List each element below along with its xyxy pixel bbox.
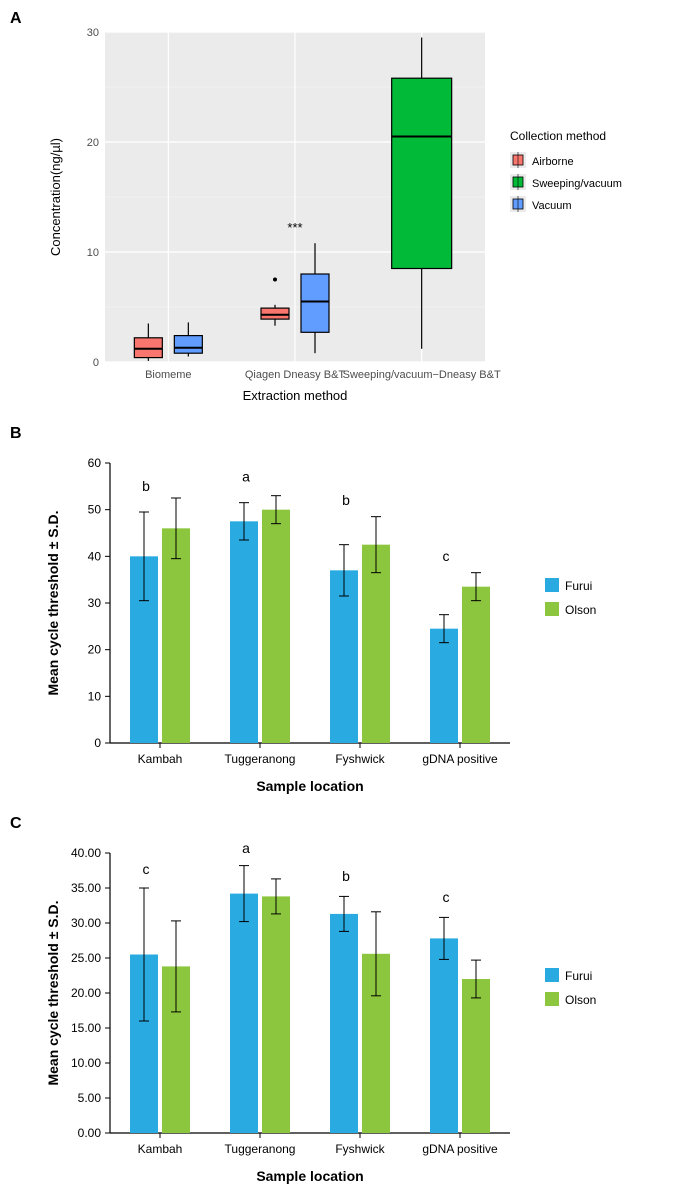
svg-text:20: 20 <box>88 643 102 657</box>
svg-text:gDNA positive: gDNA positive <box>422 1142 498 1156</box>
svg-text:30.00: 30.00 <box>71 916 101 930</box>
panel-a-label: A <box>10 10 22 28</box>
svg-text:***: *** <box>414 20 429 26</box>
svg-text:20: 20 <box>87 137 99 149</box>
svg-text:Furui: Furui <box>565 969 592 983</box>
svg-text:10: 10 <box>88 689 102 703</box>
svg-text:c: c <box>443 548 450 564</box>
panel-c-chart: 0.00 5.00 10.00 15.00 20.00 25.00 30.00 35.00 40… <box>35 835 675 1195</box>
svg-text:b: b <box>342 492 350 508</box>
svg-text:Sweeping/vacuum−Dneasy B&T: Sweeping/vacuum−Dneasy B&T <box>343 369 501 381</box>
svg-text:c: c <box>443 889 450 905</box>
svg-text:Extraction method: Extraction method <box>243 388 348 403</box>
svg-text:40: 40 <box>88 549 102 563</box>
svg-text:15.00: 15.00 <box>71 1021 101 1035</box>
svg-text:5.00: 5.00 <box>78 1091 102 1105</box>
svg-text:20.00: 20.00 <box>71 986 101 1000</box>
panel-b-chart: 0 10 20 30 40 50 60 Kambah Tuggeranong Fyshwick gD… <box>35 445 675 805</box>
figure-root: A 0102030BiomemeQiagen Dneasy B&TSweepin… <box>0 0 683 1203</box>
svg-text:b: b <box>142 478 150 494</box>
svg-text:50: 50 <box>88 503 102 517</box>
svg-text:Olson: Olson <box>565 993 596 1007</box>
svg-text:Concentration(ng/µl): Concentration(ng/µl) <box>48 138 63 256</box>
svg-text:c: c <box>143 861 150 877</box>
svg-text:Sweeping/vacuum: Sweeping/vacuum <box>532 178 622 190</box>
svg-text:30: 30 <box>88 596 102 610</box>
svg-text:60: 60 <box>88 456 102 470</box>
svg-text:Vacuum: Vacuum <box>532 200 572 212</box>
svg-text:Qiagen Dneasy B&T: Qiagen Dneasy B&T <box>245 369 346 381</box>
svg-text:10: 10 <box>87 247 99 259</box>
svg-text:a: a <box>242 469 250 485</box>
svg-text:Tuggeranong: Tuggeranong <box>225 752 296 766</box>
svg-text:Collection method: Collection method <box>510 129 606 143</box>
svg-text:0.00: 0.00 <box>78 1126 102 1140</box>
panel-a-chart: 0102030BiomemeQiagen Dneasy B&TSweeping/… <box>30 20 670 410</box>
svg-text:Airborne: Airborne <box>532 156 574 168</box>
svg-text:Kambah: Kambah <box>138 1142 183 1156</box>
svg-text:0: 0 <box>93 357 99 369</box>
svg-text:a: a <box>242 840 250 856</box>
svg-text:b: b <box>342 868 350 884</box>
svg-text:Olson: Olson <box>565 603 596 617</box>
svg-text:10.00: 10.00 <box>71 1056 101 1070</box>
panel-c-label: C <box>10 815 22 833</box>
svg-text:***: *** <box>287 220 302 235</box>
svg-text:Fyshwick: Fyshwick <box>335 1142 385 1156</box>
svg-text:Mean cycle threshold ± S.D.: Mean cycle threshold ± S.D. <box>45 510 61 695</box>
svg-text:Biomeme: Biomeme <box>145 369 191 381</box>
svg-text:25.00: 25.00 <box>71 951 101 965</box>
svg-text:Mean cycle threshold ± S.D.: Mean cycle threshold ± S.D. <box>45 900 61 1085</box>
svg-text:Fyshwick: Fyshwick <box>335 752 385 766</box>
svg-text:Tuggeranong: Tuggeranong <box>225 1142 296 1156</box>
svg-text:0: 0 <box>94 736 101 750</box>
svg-text:Sample location: Sample location <box>256 778 363 794</box>
svg-text:30: 30 <box>87 27 99 39</box>
svg-text:Kambah: Kambah <box>138 752 183 766</box>
svg-text:Sample location: Sample location <box>256 1168 363 1184</box>
svg-text:35.00: 35.00 <box>71 881 101 895</box>
panel-b-label: B <box>10 425 22 443</box>
svg-text:Furui: Furui <box>565 579 592 593</box>
svg-text:gDNA positive: gDNA positive <box>422 752 498 766</box>
svg-text:40.00: 40.00 <box>71 846 101 860</box>
